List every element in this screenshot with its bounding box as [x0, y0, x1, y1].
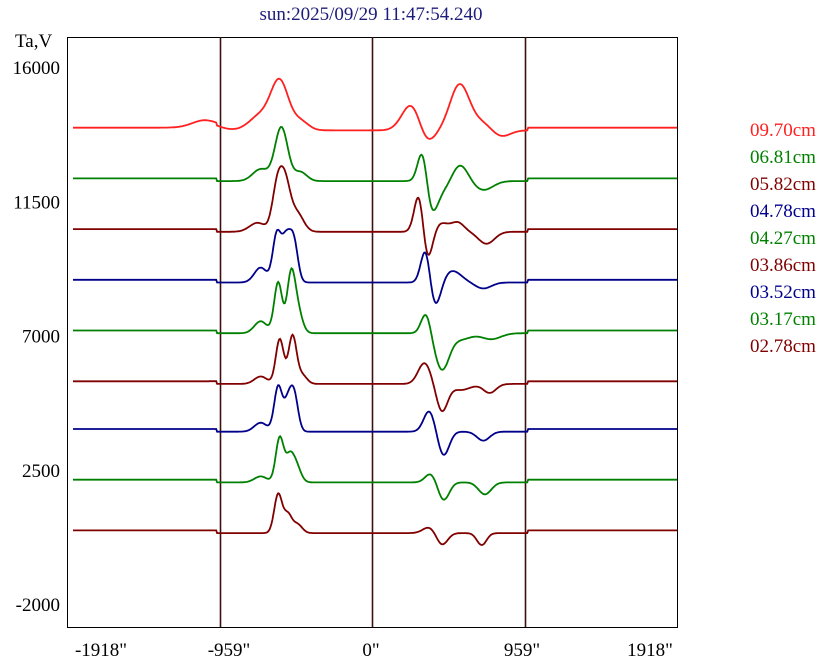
- series-line-04.27cm: [73, 267, 677, 371]
- x-tick-label: -959": [208, 640, 251, 661]
- series-line-03.17cm: [73, 434, 677, 501]
- series-layer: [73, 77, 677, 546]
- legend-entry: 03.17cm: [750, 309, 816, 330]
- series-line-02.78cm: [73, 492, 677, 546]
- legend-entry: 09.70cm: [750, 120, 816, 141]
- vertical-gridlines: [219, 37, 527, 627]
- legend-entry: 03.52cm: [750, 282, 816, 303]
- x-tick-label: -1918": [75, 640, 127, 661]
- x-tick-labels: -1918" -959" 0" 959" 1918": [75, 640, 673, 661]
- y-tick-label: 2500: [22, 461, 60, 482]
- y-tick-label: 16000: [13, 58, 61, 79]
- series-line-05.82cm: [73, 165, 677, 256]
- legend: 09.70cm 06.81cm 05.82cm 04.78cm 04.27cm 03.86…: [750, 120, 816, 357]
- y-axis-label: Ta,V: [15, 31, 52, 52]
- legend-entry: 04.27cm: [750, 228, 816, 249]
- legend-entry: 05.82cm: [750, 174, 816, 195]
- x-tick-label: 0": [362, 640, 379, 661]
- y-tick-label: 7000: [22, 327, 60, 348]
- y-tick-label: -2000: [16, 595, 60, 616]
- legend-entry: 06.81cm: [750, 147, 816, 168]
- legend-entry: 03.86cm: [750, 255, 816, 276]
- series-line-04.78cm: [73, 228, 677, 304]
- chart-title: sun:2025/09/29 11:47:54.240: [259, 4, 482, 25]
- legend-entry: 02.78cm: [750, 336, 816, 357]
- x-tick-label: 959": [504, 640, 540, 661]
- y-tick-labels: 16000 11500 7000 2500 -2000: [13, 58, 61, 616]
- x-tick-label: 1918": [627, 640, 673, 661]
- series-line-06.81cm: [73, 125, 677, 212]
- series-line-09.70cm: [73, 77, 677, 140]
- series-line-03.86cm: [73, 333, 677, 413]
- y-tick-label: 11500: [13, 192, 60, 213]
- series-line-03.52cm: [73, 384, 677, 456]
- legend-entry: 04.78cm: [750, 201, 816, 222]
